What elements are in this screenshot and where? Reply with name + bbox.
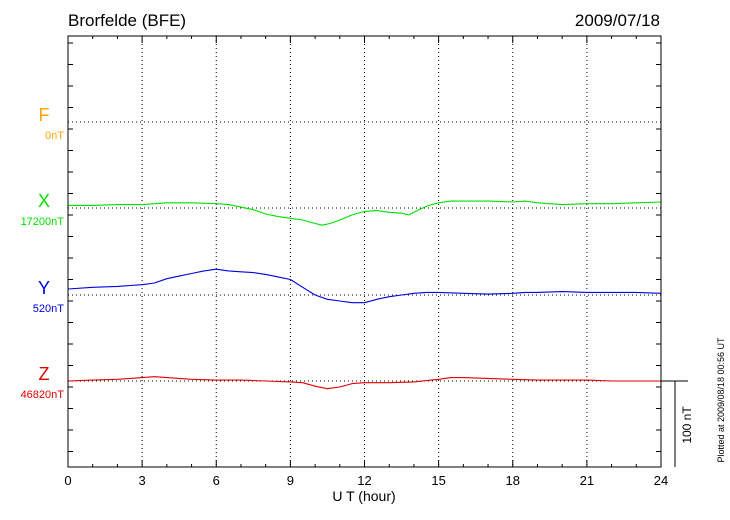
chart-title: Brorfelde (BFE): [68, 11, 186, 30]
baseline-label-y: 520nT: [33, 303, 64, 315]
baseline-label-x: 17200nT: [21, 216, 65, 228]
x-tick-label: 12: [357, 473, 371, 488]
x-tick-label: 24: [654, 473, 668, 488]
series-name-z: Z: [39, 364, 50, 384]
x-tick-label: 18: [506, 473, 520, 488]
x-tick-label: 6: [213, 473, 220, 488]
label-layer: 0 3 6 9 12 15 18 21 24 F 0nT X 17200nT Y 520nT Z 46820nT: [21, 105, 669, 488]
series-name-y: Y: [38, 278, 50, 298]
series-name-f: F: [39, 105, 50, 125]
series-line-x: [68, 200, 662, 226]
scale-bar-label: 100 nT: [680, 406, 694, 444]
x-tick-label: 0: [64, 473, 71, 488]
series-line-z: [67, 376, 661, 390]
series-line-y: [67, 268, 662, 304]
baseline-label-z: 46820nT: [21, 389, 65, 401]
x-axis-label: U T (hour): [332, 488, 395, 504]
chart-date: 2009/07/18: [575, 11, 660, 30]
plot-timestamp-note: Plotted at 2009/08/18 00:56 UT: [716, 337, 726, 463]
series-layer: [67, 200, 662, 390]
scale-bar: 100 nT: [661, 380, 694, 467]
series-name-x: X: [38, 191, 50, 211]
x-tick-label: 3: [139, 473, 146, 488]
baseline-layer: [68, 121, 661, 382]
x-tick-label: 21: [580, 473, 594, 488]
grid-layer: [141, 36, 588, 467]
x-tick-label: 9: [287, 473, 294, 488]
x-tick-label: 15: [431, 473, 445, 488]
tick-layer: [67, 36, 662, 467]
baseline-label-f: 0nT: [45, 130, 64, 142]
